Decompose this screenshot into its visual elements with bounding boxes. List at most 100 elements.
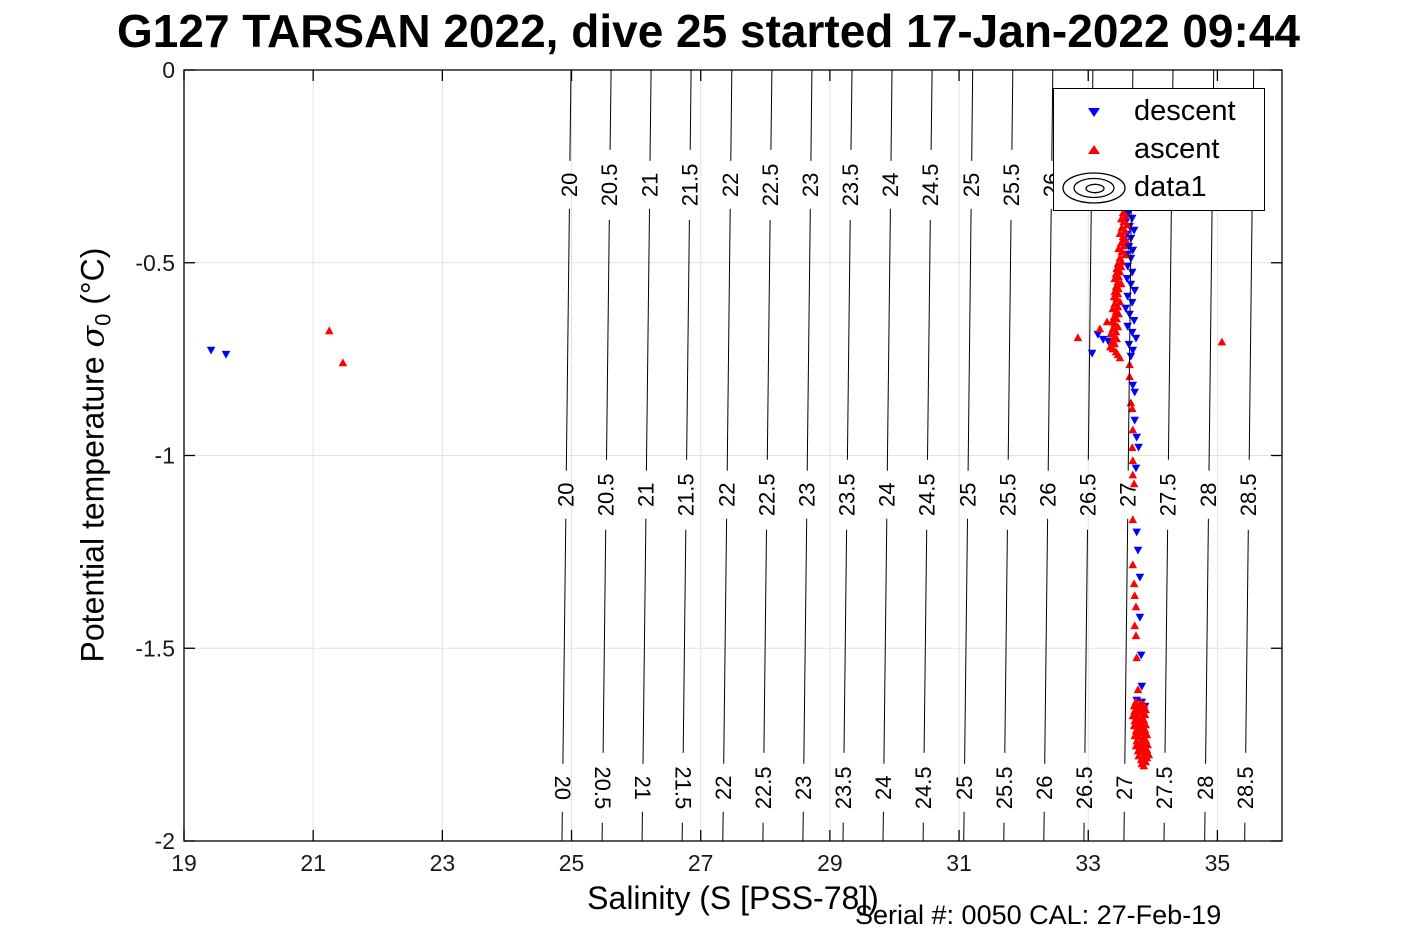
y-axis-label-unit: (°C) xyxy=(74,247,111,314)
ascent-marker xyxy=(1130,621,1139,630)
ascent-marker xyxy=(1129,579,1139,588)
sigma-subscript: 0 xyxy=(90,313,116,326)
ascent-marker xyxy=(1122,220,1132,229)
legend-label-data1: data1 xyxy=(1134,171,1207,203)
descent-marker xyxy=(1135,613,1145,622)
descent-marker xyxy=(1130,286,1139,295)
descent-marker xyxy=(1093,330,1103,339)
descent-triangle-down-icon xyxy=(1054,106,1134,118)
ascent-marker xyxy=(1120,250,1130,259)
y-axis-label-text: Potential temperature xyxy=(74,347,111,663)
ascent-marker xyxy=(1121,235,1130,244)
descent-marker xyxy=(1123,292,1132,301)
contour-label-21: 21 xyxy=(637,173,662,197)
ascent-marker xyxy=(325,326,334,335)
contour-label-25: 25 xyxy=(959,173,984,197)
legend-item-ascent: ascent xyxy=(1054,131,1264,169)
grid-lines xyxy=(184,70,1282,841)
ascent-marker xyxy=(1142,730,1152,739)
contour-labels: 20 20 20 20.5 20.5 20.5 21 21 21 21.5 21.5 21.5 22 22… xyxy=(550,163,1261,809)
ascent-marker xyxy=(1217,337,1227,346)
ascent-marker xyxy=(1133,685,1143,694)
contour-lines xyxy=(561,69,1255,842)
descent-marker xyxy=(1121,304,1130,313)
contour-label-26.5: 26.5 xyxy=(1075,473,1100,516)
descent-marker xyxy=(1122,275,1132,283)
contour-label-28.5: 28.5 xyxy=(1233,766,1258,809)
ascent-marker xyxy=(1129,479,1139,488)
contour-label-28.5: 28.5 xyxy=(1236,473,1261,516)
contour-label-21.5: 21.5 xyxy=(677,163,702,206)
x-tick-label: 25 xyxy=(559,850,585,876)
axes-box xyxy=(183,69,1283,842)
descent-marker xyxy=(1128,346,1138,355)
ascent-marker xyxy=(338,358,348,367)
descent-marker xyxy=(1134,443,1143,452)
contour-label-24: 24 xyxy=(871,776,896,800)
ascent-marker xyxy=(1143,740,1152,749)
descent-marker xyxy=(1124,340,1134,349)
contour-label-24.5: 24.5 xyxy=(911,766,936,809)
x-tick-label: 35 xyxy=(1205,850,1231,876)
descent-marker xyxy=(221,350,231,359)
legend-label-descent: descent xyxy=(1134,95,1236,127)
descent-marker xyxy=(1129,317,1139,325)
ascent-marker xyxy=(1141,705,1150,714)
contour-label-23: 23 xyxy=(795,483,820,507)
descent-marker xyxy=(1128,381,1138,390)
ascent-marker xyxy=(1132,653,1141,662)
contour-label-21.5: 21.5 xyxy=(670,766,695,809)
x-tick-label: 29 xyxy=(817,850,843,876)
descent-marker xyxy=(1135,573,1145,582)
sigma-symbol: σ xyxy=(73,325,112,348)
serial-calibration-note: Serial #: 0050 CAL: 27-Feb-19 xyxy=(855,900,1222,930)
ascent-marker xyxy=(1126,398,1136,407)
legend-label-ascent: ascent xyxy=(1134,133,1220,165)
ascent-marker xyxy=(1131,602,1141,611)
contour-label-22.5: 22.5 xyxy=(758,163,783,206)
y-axis-label: Potential temperature σ0 (°C) xyxy=(73,248,116,663)
contour-label-21: 21 xyxy=(634,483,659,507)
contour-label-25.5: 25.5 xyxy=(992,766,1017,809)
contour-label-23.5: 23.5 xyxy=(831,766,856,809)
contour-label-23.5: 23.5 xyxy=(835,473,860,516)
ascent-marker xyxy=(1116,262,1126,271)
y-tick-label: -2 xyxy=(155,828,175,854)
contour-label-20: 20 xyxy=(554,483,579,507)
contour-label-27: 27 xyxy=(1112,776,1137,800)
tick-labels: 19 21 23 25 27 29 31 33 35 0 -0.5 -1 -1.5 -2 xyxy=(135,57,1230,876)
contour-label-20.5: 20.5 xyxy=(597,163,622,206)
contour-label-20: 20 xyxy=(557,173,582,197)
ascent-marker xyxy=(1130,591,1139,599)
descent-marker xyxy=(1130,416,1139,425)
contour-label-24.5: 24.5 xyxy=(918,163,943,206)
contour-label-24: 24 xyxy=(875,483,900,507)
ascent-marker xyxy=(1128,425,1138,434)
ascent-marker xyxy=(1140,710,1150,719)
descent-marker xyxy=(1133,546,1143,555)
descent-marker xyxy=(1132,433,1141,442)
ascent-marker xyxy=(1121,211,1130,220)
ascent-marker xyxy=(1115,353,1125,362)
contour-label-21: 21 xyxy=(630,776,655,800)
x-tick-label: 27 xyxy=(688,850,714,876)
ascent-marker xyxy=(1133,702,1143,710)
contour-label-25.5: 25.5 xyxy=(999,163,1024,206)
contour-label-22: 22 xyxy=(718,173,743,197)
legend-item-data1: data1 xyxy=(1054,169,1264,207)
x-tick-label: 31 xyxy=(946,850,972,876)
y-tick-label: -1 xyxy=(155,443,175,469)
ascent-marker xyxy=(1139,761,1149,770)
contour-label-23.5: 23.5 xyxy=(838,163,863,206)
contour-label-26: 26 xyxy=(1035,483,1060,507)
ascent-marker xyxy=(1128,560,1138,569)
contour-label-22: 22 xyxy=(711,776,736,800)
contour-label-20: 20 xyxy=(550,776,575,800)
contour-rings-icon xyxy=(1054,171,1134,205)
legend: descent ascent data1 xyxy=(1053,88,1265,211)
contour-label-26.5: 26.5 xyxy=(1072,766,1097,809)
descent-marker xyxy=(206,346,216,355)
ascent-marker xyxy=(1095,324,1105,333)
